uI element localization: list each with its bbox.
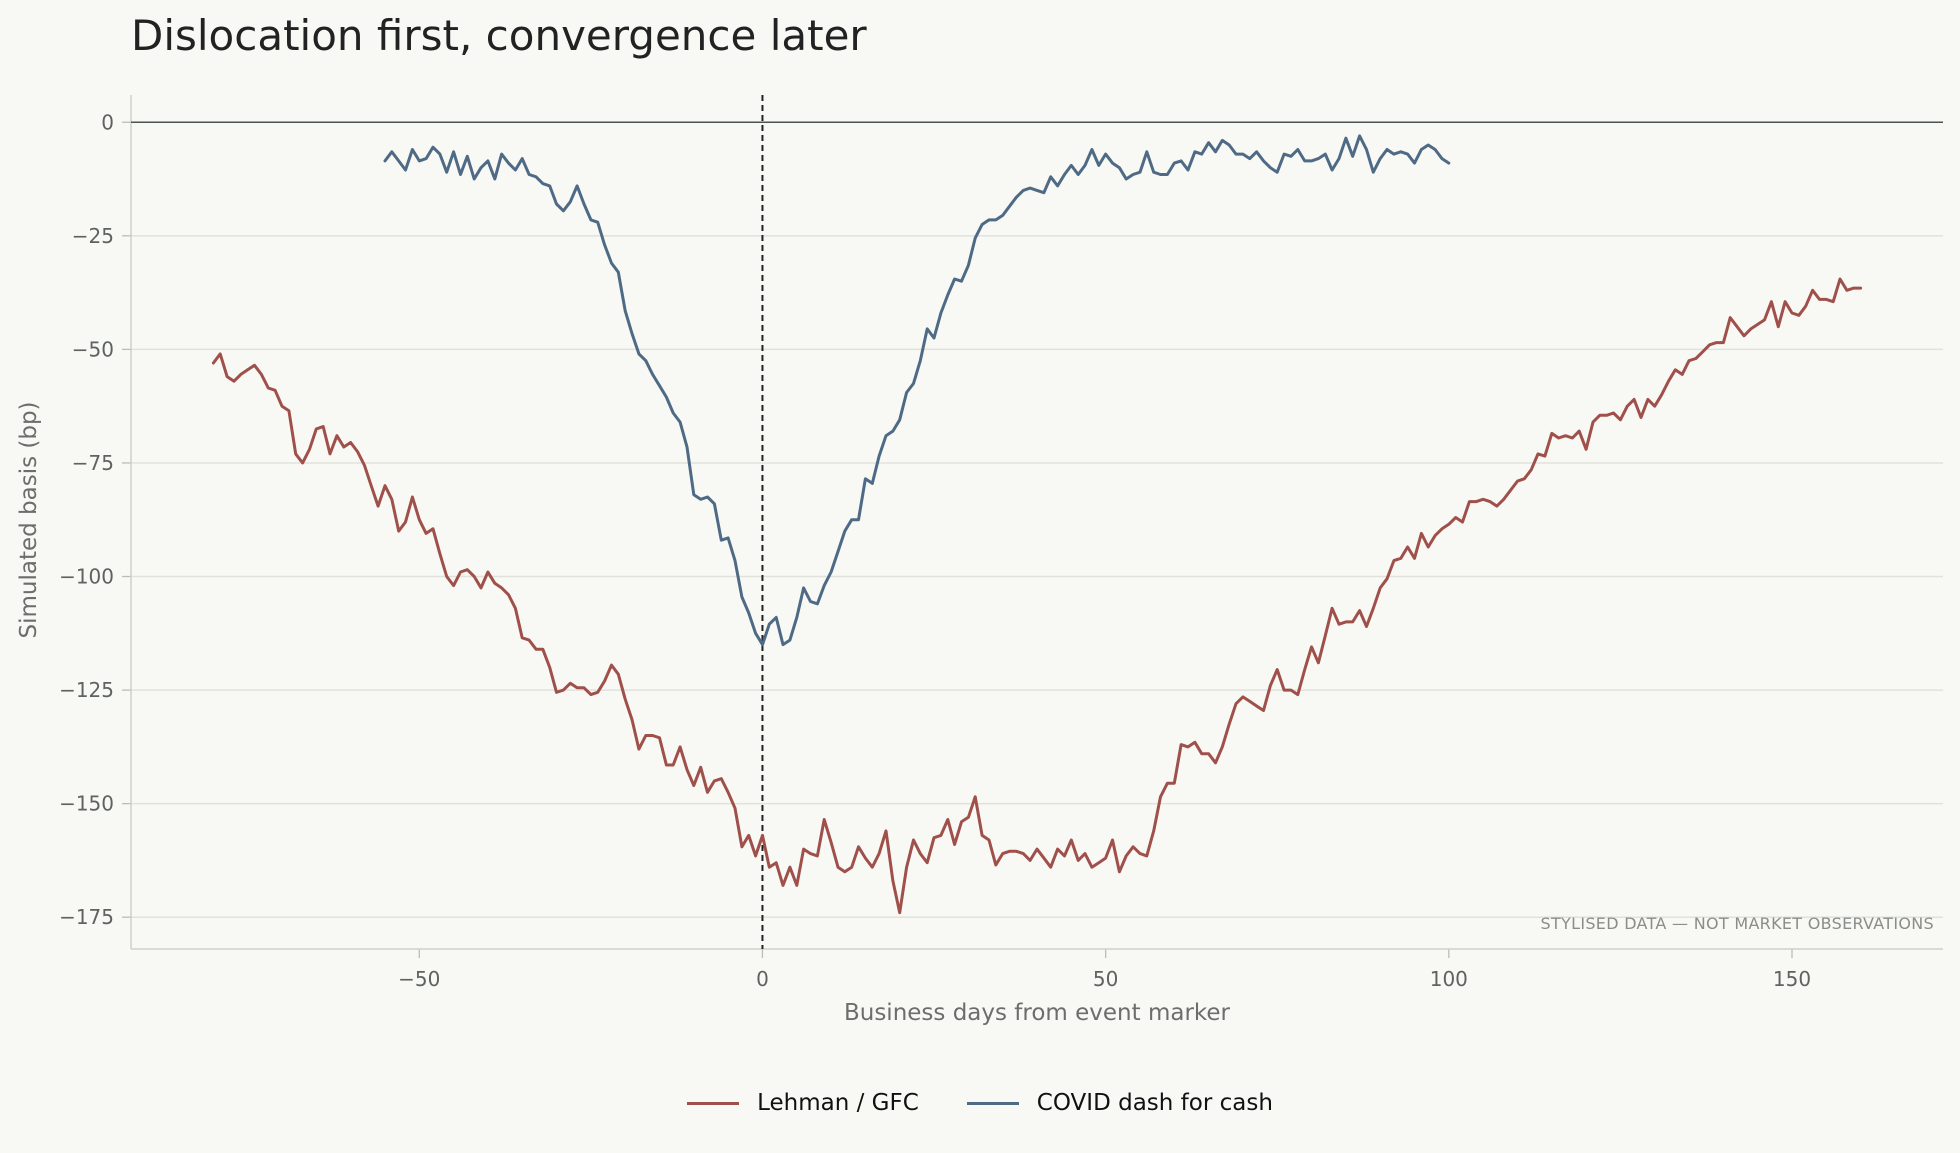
y-axis-label: Simulated basis (bp) bbox=[16, 401, 42, 638]
xtick-label-1: 0 bbox=[756, 967, 769, 991]
grid-lines bbox=[131, 235, 1943, 918]
x-axis-label: Business days from event marker bbox=[844, 1000, 1231, 1026]
ytick-label-7: −175 bbox=[59, 905, 114, 929]
legend-swatch-lehman bbox=[687, 1101, 740, 1105]
ytick-label-2: −50 bbox=[72, 337, 114, 361]
stylised-data-note: STYLISED DATA — NOT MARKET OBSERVATIONS bbox=[1541, 914, 1934, 933]
ytick-label-4: −100 bbox=[59, 565, 114, 589]
legend-item-covid: COVID dash for cash bbox=[966, 1090, 1273, 1116]
legend-label-covid: COVID dash for cash bbox=[1036, 1090, 1273, 1116]
ytick-label-5: −125 bbox=[59, 678, 114, 702]
legend-label-lehman: Lehman / GFC bbox=[757, 1090, 919, 1116]
series-line-lehman bbox=[211, 277, 1863, 915]
ytick-label-1: −25 bbox=[72, 224, 114, 248]
xtick-label-3: 100 bbox=[1430, 967, 1468, 991]
ytick-label-3: −75 bbox=[72, 451, 114, 475]
series-line-covid bbox=[383, 134, 1451, 647]
xtick-label-0: −50 bbox=[398, 967, 440, 991]
axes bbox=[122, 95, 1943, 958]
series-lines bbox=[211, 134, 1863, 915]
chart-title: Dislocation first, convergence later bbox=[131, 11, 867, 60]
legend: Lehman / GFC COVID dash for cash bbox=[0, 1090, 1960, 1116]
xtick-label-4: 150 bbox=[1773, 967, 1811, 991]
ytick-label-6: −150 bbox=[59, 792, 114, 816]
legend-item-lehman: Lehman / GFC bbox=[687, 1090, 919, 1116]
xtick-label-2: 50 bbox=[1093, 967, 1118, 991]
legend-swatch-covid bbox=[966, 1101, 1019, 1105]
tick-labels: 0 −25 −50 −75 −100 −125 −150 −175 −50 0 50 100 150 bbox=[59, 110, 1811, 991]
ytick-label-0: 0 bbox=[101, 110, 114, 134]
